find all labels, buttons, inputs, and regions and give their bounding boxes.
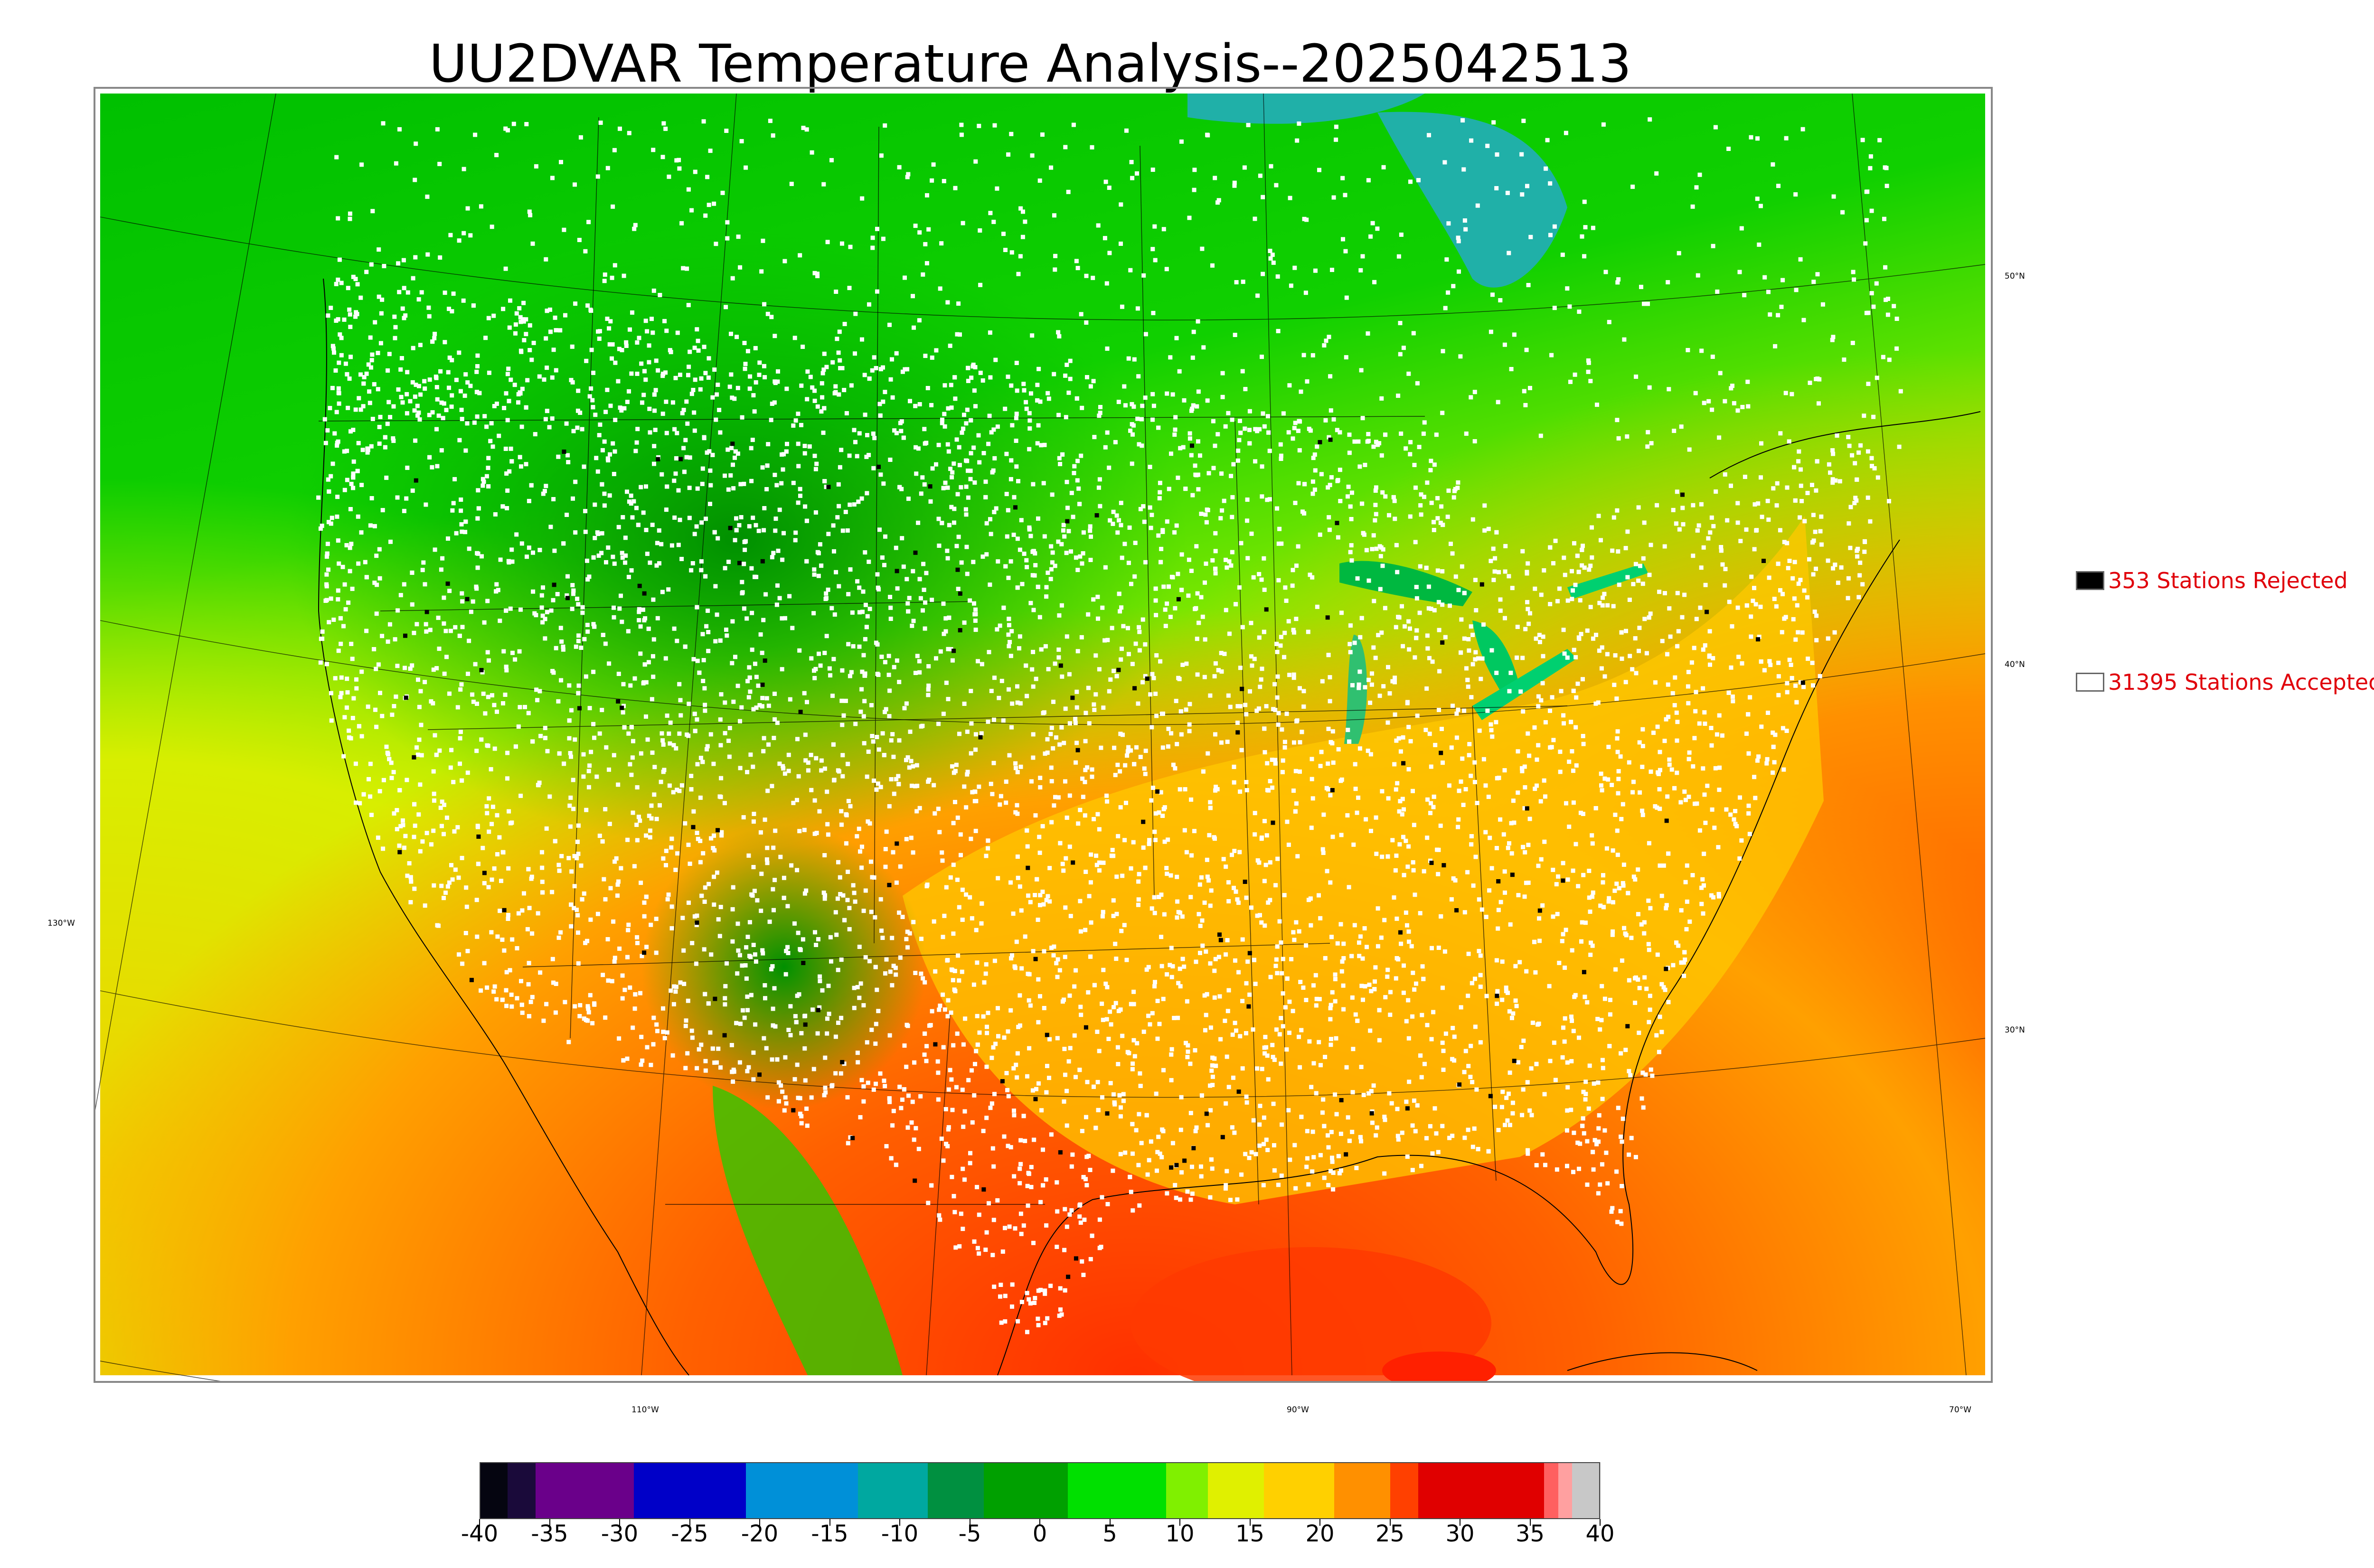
colorbar-tick <box>1529 1519 1531 1526</box>
colorbar-tick <box>1179 1519 1180 1526</box>
colorbar-tick-label: 20 <box>1305 1521 1335 1547</box>
temperature-colorbar <box>480 1462 1601 1519</box>
colorbar-tick-label: 15 <box>1235 1521 1265 1547</box>
colorbar-tick-label: -20 <box>741 1521 779 1547</box>
colorbar-segment <box>536 1462 634 1519</box>
lake-ontario <box>1567 563 1648 599</box>
colorbar-segment <box>1068 1462 1167 1519</box>
colorbar-tick <box>689 1519 690 1526</box>
colorbar-segment <box>984 1462 1068 1519</box>
colorbar-segment <box>857 1462 929 1519</box>
colorbar-tick-label: -35 <box>531 1521 568 1547</box>
colorbar-tick <box>549 1519 550 1526</box>
colorbar-tick <box>1389 1519 1391 1526</box>
gulf-hot-spot <box>1130 1247 1491 1381</box>
colorbar-segment <box>1264 1462 1335 1519</box>
colorbar-tick-label: 10 <box>1165 1521 1195 1547</box>
colorbar-tick <box>619 1519 620 1526</box>
colorbar-segment <box>1418 1462 1545 1519</box>
northern-lake <box>1187 94 1425 124</box>
colorbar-tick-label: -40 <box>461 1521 499 1547</box>
lake-michigan <box>1344 635 1367 744</box>
colorbar-segment <box>1572 1462 1601 1519</box>
longitude-label-130w: 130°W <box>47 919 75 928</box>
colorbar-tick-label: -30 <box>601 1521 639 1547</box>
colorbar-tick <box>1039 1519 1040 1526</box>
colorbar-tick-label: 35 <box>1515 1521 1545 1547</box>
accepted-label: 31395 Stations Accepted <box>2108 669 2374 695</box>
colorbar-segment <box>928 1462 984 1519</box>
state-borders <box>318 117 1568 1376</box>
colorbar-tick <box>899 1519 900 1526</box>
page-title: UU2DVAR Temperature Analysis--2025042513 <box>429 33 1632 94</box>
rejected-station-markers <box>397 437 1805 1279</box>
colorbar-segment <box>1334 1462 1391 1519</box>
colorbar-segment <box>1390 1462 1419 1519</box>
colorbar-tick <box>1600 1519 1601 1526</box>
map-panel[interactable] <box>94 87 1993 1383</box>
rejected-label: 353 Stations Rejected <box>2108 568 2348 593</box>
accepted-swatch <box>2076 673 2104 692</box>
colorbar-tick <box>829 1519 830 1526</box>
colorbar-tick-label: -10 <box>881 1521 919 1547</box>
longitude-label-70w: 70°W <box>1949 1405 1971 1415</box>
colorbar-segment <box>1558 1462 1573 1519</box>
latitude-label-30n: 30°N <box>2005 1025 2025 1035</box>
southern-warm-region <box>903 516 1824 1204</box>
latitude-label-50n: 50°N <box>2005 272 2025 281</box>
colorbar-tick-label: 5 <box>1102 1521 1117 1547</box>
colorbar-tick <box>1109 1519 1111 1526</box>
colorbar-tick <box>759 1519 760 1526</box>
colorbar-tick <box>1249 1519 1251 1526</box>
longitude-label-90w: 90°W <box>1287 1405 1309 1415</box>
rejected-swatch <box>2076 571 2104 590</box>
colorbar-tick-label: 0 <box>1032 1521 1047 1547</box>
colorbar-tick-label: -25 <box>671 1521 708 1547</box>
lake-huron <box>1472 620 1520 692</box>
colorbar-segment <box>1544 1462 1559 1519</box>
colorbar-segment <box>508 1462 536 1519</box>
accepted-station-markers <box>316 117 1903 1334</box>
colorbar-segment <box>745 1462 858 1519</box>
colorbar-tick <box>479 1519 480 1526</box>
latitude-label-40n: 40°N <box>2005 660 2025 669</box>
colorbar-tick-label: -5 <box>958 1521 981 1547</box>
caribbean-hot-spot <box>1382 1352 1496 1381</box>
lake-erie <box>1472 649 1577 720</box>
graticule <box>95 93 1986 1381</box>
mexico-highland <box>713 1086 903 1375</box>
cold-mountain-region <box>641 825 926 1109</box>
colorbar-segment <box>633 1462 746 1519</box>
legend-rejected: 353 Stations Rejected <box>2076 568 2348 593</box>
temperature-map[interactable] <box>95 89 1991 1381</box>
legend-accepted: 31395 Stations Accepted <box>2076 669 2374 695</box>
colorbar-segment <box>480 1462 508 1519</box>
lake-superior <box>1339 561 1472 606</box>
colorbar-segment <box>1166 1462 1209 1519</box>
coastlines <box>318 278 1981 1376</box>
colorbar-tick-label: -15 <box>811 1521 848 1547</box>
colorbar-outline <box>480 1462 1600 1519</box>
colorbar-tick-label: 25 <box>1375 1521 1405 1547</box>
longitude-label-110w: 110°W <box>631 1405 659 1415</box>
colorbar-segment <box>1208 1462 1264 1519</box>
colorbar-tick-label: 30 <box>1445 1521 1475 1547</box>
colorbar-tick-label: 40 <box>1585 1521 1615 1547</box>
colorbar-tick <box>1319 1519 1320 1526</box>
